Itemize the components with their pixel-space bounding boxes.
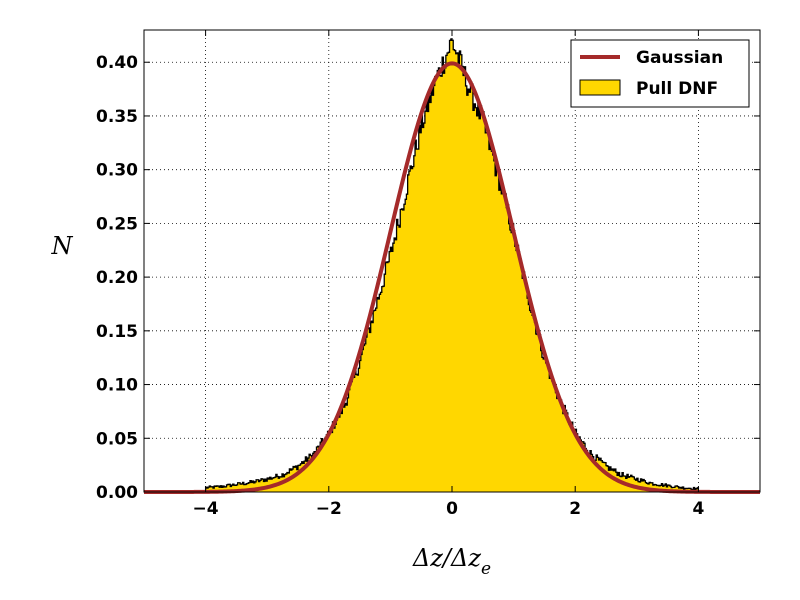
- axis-ticks: −4 −2 0 2 4 0.00 0.05 0.10 0.15 0.20 0.25 0.30 0.35 0…: [96, 30, 760, 519]
- y-tick-label: 0.30: [96, 161, 138, 181]
- x-axis-label: Δz/Δze: [412, 544, 491, 579]
- x-tick-label: −4: [193, 499, 219, 519]
- x-tick-label: 4: [692, 499, 704, 519]
- x-tick-label: −2: [316, 499, 342, 519]
- y-axis-label: N: [51, 232, 74, 260]
- svg-text:N: N: [51, 232, 74, 260]
- x-axis-label-main: Δz/Δz: [412, 544, 481, 572]
- gaussian-line: [144, 61, 760, 494]
- x-tick-label: 2: [569, 499, 581, 519]
- y-tick-label: 0.20: [96, 268, 138, 288]
- legend-gaussian-label: Gaussian: [636, 48, 723, 68]
- svg-text:Δz/Δze: Δz/Δze: [412, 544, 491, 579]
- legend-box: [570, 39, 750, 108]
- y-tick-label: 0.35: [96, 107, 138, 127]
- legend: Gaussian Pull DNF: [570, 39, 750, 108]
- pull-dnf-outline: [204, 38, 700, 492]
- y-tick-label: 0.40: [96, 53, 138, 73]
- x-tick-label: 0: [446, 499, 458, 519]
- y-tick-label: 0.05: [96, 429, 138, 449]
- y-tick-label: 0.10: [96, 376, 138, 396]
- y-tick-label: 0.00: [96, 483, 138, 503]
- y-tick-label: 0.25: [96, 214, 138, 234]
- pull-dnf-fill: [205, 39, 699, 492]
- x-axis-label-subscript: e: [481, 559, 491, 579]
- legend-pull-dnf-swatch: [579, 79, 621, 96]
- y-tick-label: 0.15: [96, 322, 138, 342]
- legend-pull-dnf-label: Pull DNF: [636, 79, 718, 99]
- gaussian-series: [144, 61, 760, 494]
- histogram-series: [204, 38, 700, 492]
